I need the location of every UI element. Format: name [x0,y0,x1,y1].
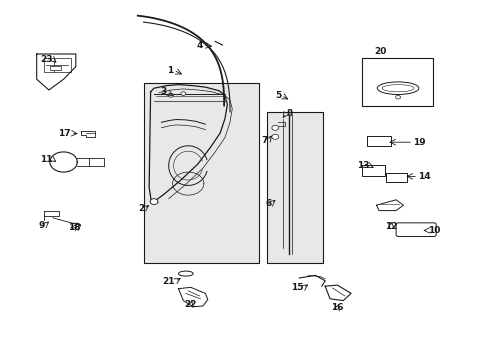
Circle shape [271,125,278,130]
Text: 15: 15 [290,284,303,292]
Text: 7: 7 [261,136,267,145]
Text: 19: 19 [412,138,425,147]
Text: 1: 1 [167,66,173,75]
Text: 22: 22 [184,300,197,310]
Text: 12: 12 [384,222,397,231]
Text: 14: 14 [417,172,430,181]
Text: 8: 8 [285,109,292,118]
Text: 16: 16 [330,303,343,312]
Text: 11: 11 [40,155,52,163]
Text: 17: 17 [58,129,71,138]
Text: 20: 20 [373,47,386,56]
Text: 6: 6 [264,199,271,208]
Circle shape [181,92,185,95]
Circle shape [168,94,173,97]
Text: 9: 9 [39,220,45,230]
Text: 10: 10 [427,226,439,235]
Circle shape [150,199,158,204]
Bar [144,83,259,263]
Bar [361,58,432,106]
Bar [266,112,322,263]
Bar [366,136,390,146]
Bar [361,165,385,176]
Text: 3: 3 [160,87,166,96]
Text: 13: 13 [356,161,368,170]
Ellipse shape [376,82,418,95]
Ellipse shape [178,271,193,276]
Text: 5: 5 [274,91,281,100]
Text: 2: 2 [138,204,144,213]
Text: 18: 18 [68,223,81,232]
Bar [386,173,406,182]
FancyBboxPatch shape [395,223,435,237]
Bar [50,66,61,70]
Text: 23: 23 [40,55,53,64]
Ellipse shape [382,85,413,92]
Text: 21: 21 [162,277,175,286]
Circle shape [271,134,278,139]
Text: 4: 4 [196,41,203,50]
Circle shape [395,95,400,99]
